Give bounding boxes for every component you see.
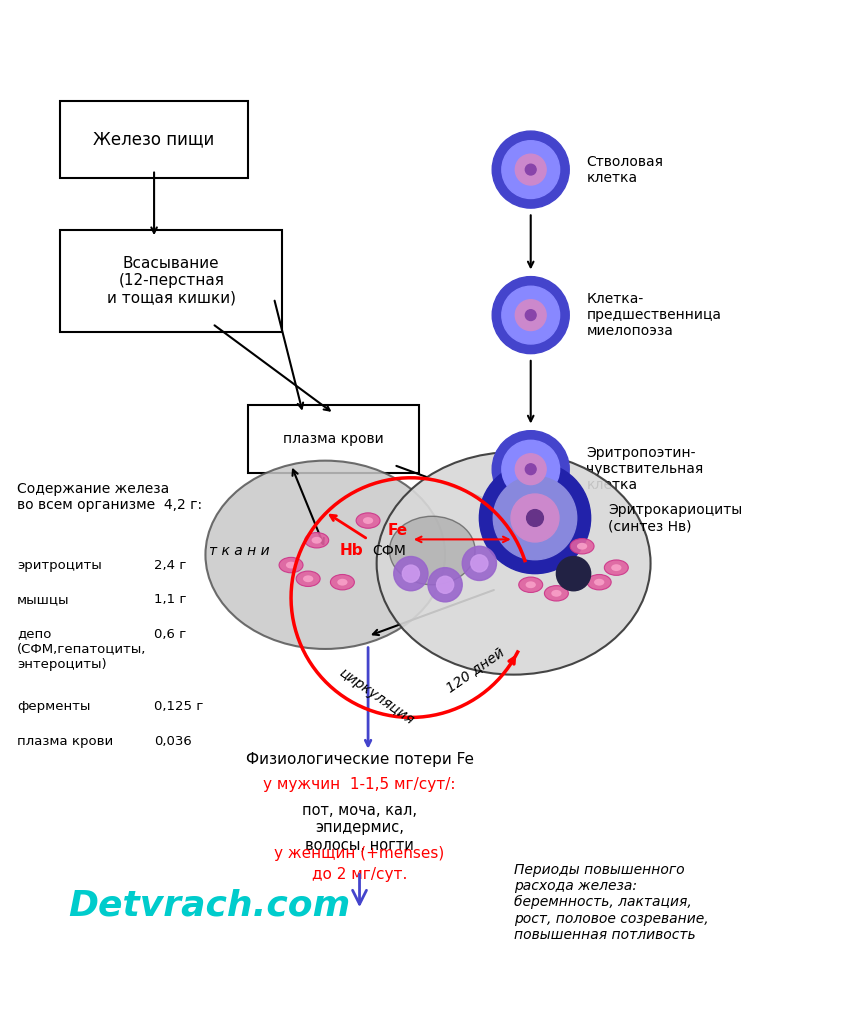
- Ellipse shape: [363, 517, 373, 524]
- Circle shape: [526, 309, 536, 321]
- Text: 1,1 г: 1,1 г: [154, 593, 187, 606]
- Circle shape: [437, 577, 454, 593]
- Text: Клетка-
предшественница
миелопоэза: Клетка- предшественница миелопоэза: [586, 292, 722, 338]
- Ellipse shape: [286, 561, 296, 568]
- Ellipse shape: [587, 574, 611, 590]
- Circle shape: [462, 546, 496, 581]
- Ellipse shape: [519, 578, 543, 593]
- Circle shape: [394, 556, 428, 591]
- Text: циркуляция: циркуляция: [336, 665, 417, 727]
- Text: Периоды повышенного
расхода железа:
беремнность, лактация,
рост, половое созрева: Периоды повышенного расхода железа: бере…: [514, 863, 708, 942]
- Text: 0,6 г: 0,6 г: [154, 628, 187, 641]
- Ellipse shape: [594, 579, 604, 586]
- FancyBboxPatch shape: [248, 406, 419, 473]
- Text: 0,036: 0,036: [154, 734, 192, 748]
- Text: Железо пищи: Железо пищи: [93, 131, 215, 148]
- Ellipse shape: [296, 571, 320, 587]
- Ellipse shape: [205, 461, 445, 649]
- Circle shape: [428, 567, 462, 602]
- Text: до 2 мг/сут.: до 2 мг/сут.: [312, 867, 407, 883]
- Ellipse shape: [337, 579, 348, 586]
- Text: Detvrach.com: Detvrach.com: [68, 889, 351, 923]
- Text: Стволовая
клетка: Стволовая клетка: [586, 155, 663, 184]
- Ellipse shape: [356, 513, 380, 528]
- Circle shape: [471, 555, 488, 572]
- Circle shape: [556, 556, 591, 591]
- Ellipse shape: [389, 516, 475, 585]
- Circle shape: [526, 164, 536, 175]
- Circle shape: [515, 155, 546, 185]
- Circle shape: [515, 300, 546, 331]
- Circle shape: [492, 431, 569, 508]
- Circle shape: [526, 510, 544, 526]
- Text: у мужчин  1-1,5 мг/сут/:: у мужчин 1-1,5 мг/сут/:: [264, 777, 455, 793]
- Ellipse shape: [577, 543, 587, 550]
- Ellipse shape: [611, 564, 621, 571]
- Circle shape: [502, 440, 560, 498]
- Text: плазма крови: плазма крови: [283, 432, 384, 446]
- Ellipse shape: [377, 452, 651, 675]
- Ellipse shape: [330, 574, 354, 590]
- Text: Fe: Fe: [388, 523, 408, 539]
- Ellipse shape: [279, 557, 303, 572]
- Ellipse shape: [303, 575, 313, 583]
- Ellipse shape: [544, 586, 568, 601]
- Text: Hb: Hb: [339, 543, 363, 558]
- Text: Эритропоэтин-
чувствительная
клетка: Эритропоэтин- чувствительная клетка: [586, 446, 704, 493]
- Ellipse shape: [570, 539, 594, 554]
- Ellipse shape: [551, 590, 562, 597]
- Text: Всасывание
(12-перстная
и тощая кишки): Всасывание (12-перстная и тощая кишки): [107, 256, 235, 306]
- Text: СФМ: СФМ: [372, 544, 407, 557]
- Ellipse shape: [526, 582, 536, 588]
- Ellipse shape: [604, 560, 628, 575]
- Circle shape: [492, 276, 569, 353]
- Text: 2,4 г: 2,4 г: [154, 559, 187, 572]
- Text: пот, моча, кал,
эпидермис,
волосы, ногти: пот, моча, кал, эпидермис, волосы, ногти: [302, 803, 417, 853]
- Text: эритроциты: эритроциты: [17, 559, 102, 572]
- FancyBboxPatch shape: [60, 229, 282, 332]
- Ellipse shape: [312, 537, 322, 544]
- Circle shape: [526, 464, 536, 474]
- Ellipse shape: [305, 532, 329, 548]
- Circle shape: [492, 131, 569, 208]
- Text: ферменты: ферменты: [17, 700, 91, 714]
- Text: 0,125 г: 0,125 г: [154, 700, 204, 714]
- Text: Содержание железа
во всем организме  4,2 г:: Содержание железа во всем организме 4,2 …: [17, 482, 202, 512]
- Text: у женщин (+menses): у женщин (+menses): [275, 846, 444, 861]
- Circle shape: [479, 463, 591, 573]
- Circle shape: [502, 287, 560, 344]
- Circle shape: [511, 494, 559, 542]
- FancyBboxPatch shape: [60, 101, 248, 178]
- Text: мышцы: мышцы: [17, 593, 69, 606]
- Circle shape: [502, 140, 560, 199]
- Circle shape: [515, 454, 546, 484]
- Circle shape: [402, 565, 419, 583]
- Text: 120 дней: 120 дней: [443, 645, 507, 695]
- Circle shape: [493, 476, 577, 560]
- Text: депо
(СФМ,гепатоциты,
энтероциты): депо (СФМ,гепатоциты, энтероциты): [17, 628, 146, 671]
- Text: Эритрокариоциты
(синтез Нв): Эритрокариоциты (синтез Нв): [608, 503, 742, 534]
- Text: плазма крови: плазма крови: [17, 734, 113, 748]
- Text: т к а н и: т к а н и: [210, 544, 270, 557]
- Text: Физиологические потери Fe: Физиологические потери Fe: [246, 752, 473, 767]
